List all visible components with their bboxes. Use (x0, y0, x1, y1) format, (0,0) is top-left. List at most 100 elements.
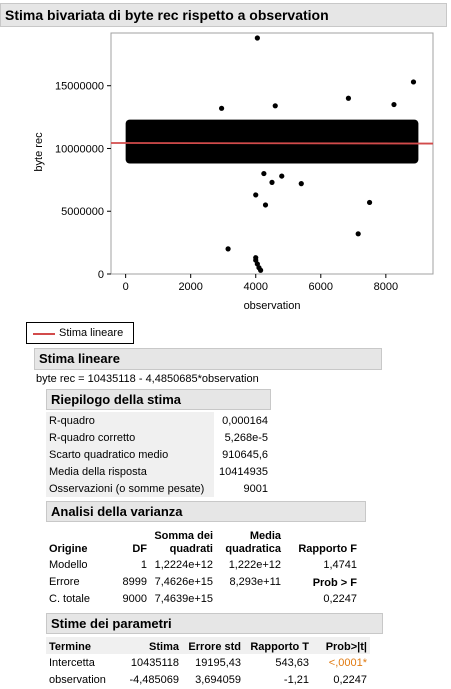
param-errore-std: 3,694059 (195, 673, 241, 686)
scatter-point (225, 246, 231, 252)
scatter-point (254, 35, 260, 41)
table-row: R-quadro 0,000164 (46, 412, 271, 429)
scatter-point (345, 95, 352, 101)
table-row: R-quadro corretto 5,268e-5 (46, 429, 271, 446)
param-termine: observation (49, 673, 106, 686)
col-rapporto-t: Rapporto T (250, 641, 309, 653)
anova-origine: Modello (49, 558, 88, 571)
x-tick-label: 6000 (309, 281, 333, 293)
scatter-point (298, 181, 304, 187)
table-row: Errore 8999 7,4626e+15 8,293e+11 Prob > … (46, 573, 360, 590)
table-row: Osservazioni (o somme pesate) 9001 (46, 480, 271, 497)
y-tick-label: 15000000 (55, 81, 104, 93)
anova-ss: 1,2224e+12 (154, 558, 213, 571)
params-section-title: Stime dei parametri (51, 616, 172, 631)
y-tick-label: 10000000 (55, 143, 104, 155)
anova-origine: Errore (49, 575, 80, 588)
summary-value: 0,000164 (222, 414, 268, 427)
scatter-point (262, 202, 269, 208)
anova-table: Origine DF Somma dei quadrati Media quad… (46, 524, 360, 607)
scatter-point (258, 267, 264, 273)
report-title-text: Stima bivariata di byte rec rispetto a o… (5, 7, 329, 23)
scatter-point (253, 255, 259, 261)
summary-label: Scarto quadratico medio (46, 446, 214, 463)
anova-ss: 7,4626e+15 (154, 575, 213, 588)
param-termine: Intercetta (49, 656, 95, 669)
anova-header-row: Origine DF Somma dei quadrati Media quad… (46, 524, 360, 556)
scatter-point (366, 199, 373, 206)
fit-equation: byte rec = 10435118 - 4,4850685*observat… (36, 373, 259, 385)
param-errore-std: 19195,43 (195, 656, 241, 669)
anova-prob-label: Prob > F (312, 577, 357, 589)
legend-label: Stima lineare (59, 327, 124, 339)
summary-label: R-quadro (46, 412, 214, 429)
table-row: Intercetta 10435118 19195,43 543,63 <,00… (46, 654, 370, 671)
scatter-point (269, 179, 275, 185)
table-row: Scarto quadratico medio 910645,6 (46, 446, 271, 463)
anova-df: 1 (140, 558, 147, 571)
param-prob-t: 0,2247 (333, 673, 367, 686)
table-row: C. totale 9000 7,4639e+15 0,2247 (46, 590, 360, 607)
scatter-point (253, 192, 259, 198)
scatter-point (410, 79, 417, 85)
summary-value: 910645,6 (222, 448, 268, 461)
col-origine: Origine (49, 543, 88, 555)
col-ss: Somma dei quadrati (154, 530, 213, 555)
anova-section-header[interactable]: Analisi della varianza (46, 501, 366, 522)
anova-prob-value: 0,2247 (323, 592, 357, 605)
scatter-point (279, 173, 285, 179)
x-tick-label: 4000 (243, 281, 267, 293)
summary-label: Media della risposta (46, 463, 214, 480)
anova-df: 9000 (122, 592, 147, 605)
fit-line (110, 142, 434, 145)
col-termine: Termine (49, 641, 91, 653)
col-ms: Media quadratica (225, 530, 281, 555)
anova-f: 1,4741 (323, 558, 357, 571)
scatter-point (355, 231, 361, 237)
param-rapporto-t: 543,63 (275, 656, 309, 669)
summary-table: R-quadro 0,000164 R-quadro corretto 5,26… (46, 412, 271, 497)
anova-df: 8999 (122, 575, 147, 588)
y-axis-label: byte rec (33, 132, 45, 172)
fit-line-swatch (33, 333, 55, 335)
anova-section-title: Analisi della varianza (51, 504, 183, 519)
summary-section-title: Riepilogo della stima (51, 392, 182, 407)
summary-label: Osservazioni (o somme pesate) (46, 480, 214, 497)
table-row: Modello 1 1,2224e+12 1,222e+12 1,4741 (46, 556, 360, 573)
x-tick-label: 8000 (374, 281, 398, 293)
x-tick-label: 2000 (178, 281, 202, 293)
anova-ms: 8,293e+11 (229, 575, 282, 588)
summary-value: 10414935 (219, 465, 268, 478)
params-table: Termine Stima Errore std Rapporto T Prob… (46, 637, 370, 688)
anova-origine: C. totale (49, 592, 90, 605)
scatter-point-cluster (125, 119, 419, 164)
col-stima: Stima (149, 641, 179, 653)
x-axis-label: observation (244, 300, 301, 312)
param-prob-t: <,0001* (328, 656, 367, 669)
scatter-point (218, 105, 225, 111)
params-section-header[interactable]: Stime dei parametri (46, 613, 383, 634)
anova-ms: 1,222e+12 (228, 558, 281, 571)
param-stima: -4,485069 (129, 673, 179, 686)
col-f: Rapporto F (298, 543, 357, 555)
fit-section-title: Stima lineare (39, 351, 120, 366)
summary-value: 5,268e-5 (224, 431, 268, 444)
col-errore-std: Errore std (188, 641, 241, 653)
anova-ss: 7,4639e+15 (154, 592, 213, 605)
table-row: Media della risposta 10414935 (46, 463, 271, 480)
report-title[interactable]: Stima bivariata di byte rec rispetto a o… (0, 3, 447, 27)
summary-section-header[interactable]: Riepilogo della stima (46, 389, 271, 410)
param-rapporto-t: -1,21 (283, 673, 309, 686)
chart-legend: Stima lineare (26, 322, 134, 344)
y-tick-label: 0 (98, 269, 104, 281)
summary-label: R-quadro corretto (46, 429, 214, 446)
table-row: observation -4,485069 3,694059 -1,21 0,2… (46, 671, 370, 688)
scatter-point (261, 170, 267, 177)
scatter-point (391, 101, 397, 108)
scatter-chart: 0 2000 4000 6000 8000 0 5000000 10000000 1500000… (33, 32, 434, 312)
fit-section-header[interactable]: Stima lineare (34, 348, 382, 370)
scatter-point (272, 103, 278, 109)
col-prob-t: Prob>|t| (325, 641, 367, 653)
anova-ms (216, 590, 284, 607)
x-tick-label: 0 (123, 281, 129, 293)
